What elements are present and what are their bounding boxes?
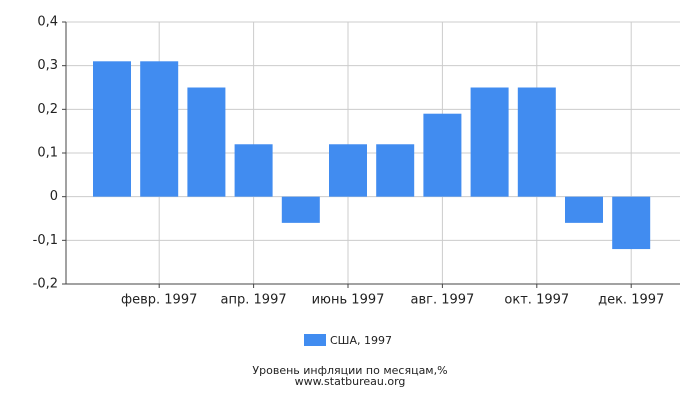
bar	[329, 144, 367, 197]
chart-title: Уровень инфляции по месяцам,%	[252, 364, 447, 377]
x-tick-label: дек. 1997	[598, 293, 664, 308]
bar	[93, 61, 131, 197]
x-tick-label: апр. 1997	[221, 293, 287, 308]
x-tick-label: авг. 1997	[410, 293, 474, 308]
y-tick-label: 0,3	[37, 58, 58, 73]
bar	[187, 87, 226, 197]
bar	[517, 87, 556, 197]
y-tick-label: -0,1	[33, 233, 58, 248]
bar	[281, 196, 320, 223]
y-tick-label: 0	[50, 189, 58, 204]
legend-swatch	[304, 334, 326, 346]
bar	[234, 144, 273, 197]
y-tick-label: 0,1	[37, 146, 58, 161]
bar	[612, 196, 651, 250]
legend-label: США, 1997	[330, 334, 392, 347]
y-tick-label: 0,4	[37, 15, 58, 30]
bar	[140, 61, 179, 197]
bar	[376, 144, 415, 197]
y-tick-label: -0,2	[33, 277, 58, 292]
y-tick-label: 0,2	[37, 102, 58, 117]
bar	[423, 113, 462, 197]
x-tick-label: окт. 1997	[504, 293, 569, 308]
bar	[565, 196, 603, 223]
bar	[470, 87, 509, 197]
x-tick-label: июнь 1997	[312, 293, 385, 308]
x-tick-label: февр. 1997	[121, 293, 197, 308]
source: www.statbureau.org	[295, 375, 406, 388]
